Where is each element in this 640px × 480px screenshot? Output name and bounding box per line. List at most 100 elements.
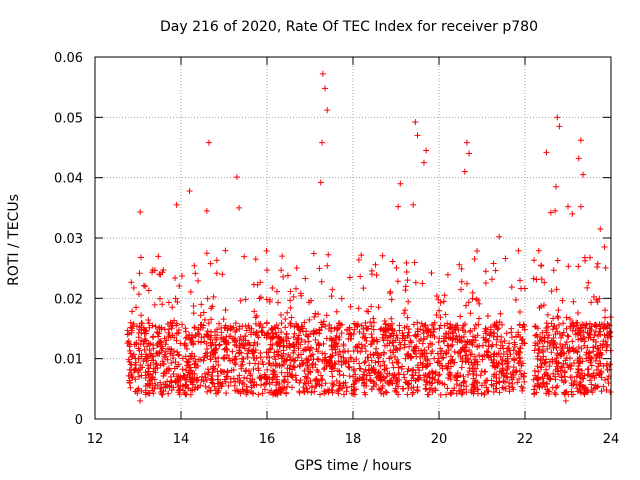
data-point — [363, 337, 370, 344]
data-point — [203, 207, 210, 214]
x-tick-label: 22 — [517, 432, 534, 447]
data-point — [473, 372, 480, 379]
x-tick-labels: 12 14 16 18 20 22 24 — [87, 432, 620, 447]
data-point — [328, 337, 335, 344]
data-point — [544, 380, 551, 387]
data-point — [142, 389, 149, 396]
data-point — [178, 272, 185, 279]
data-point — [389, 326, 395, 333]
data-point — [154, 329, 161, 336]
data-point — [378, 390, 385, 397]
data-point — [565, 364, 572, 371]
data-point — [272, 390, 279, 397]
y-tick-label: 0.04 — [54, 172, 83, 187]
data-point — [534, 325, 541, 332]
data-point — [432, 385, 439, 392]
data-point — [471, 365, 478, 372]
data-point — [593, 296, 600, 303]
data-point — [333, 340, 340, 347]
data-point — [459, 390, 466, 397]
data-point — [521, 370, 528, 377]
data-point — [601, 376, 608, 383]
data-point — [237, 377, 244, 384]
data-point — [362, 348, 369, 355]
data-point — [221, 354, 228, 361]
data-point — [145, 340, 152, 347]
data-point — [574, 319, 581, 326]
data-point — [601, 244, 608, 251]
data-point — [284, 356, 291, 363]
data-point — [586, 320, 593, 327]
data-point — [204, 331, 211, 338]
data-point — [565, 203, 571, 210]
data-point — [377, 386, 384, 393]
data-point — [363, 376, 370, 383]
data-point — [472, 337, 479, 344]
data-point — [215, 372, 222, 379]
data-point — [483, 377, 490, 384]
data-point — [360, 330, 367, 337]
data-point — [174, 363, 181, 370]
data-point — [404, 368, 411, 375]
data-point — [326, 321, 333, 328]
data-point — [293, 377, 300, 384]
data-point — [149, 322, 156, 329]
data-point — [241, 253, 248, 260]
data-point — [142, 335, 149, 342]
data-point — [287, 320, 294, 327]
data-point — [481, 389, 488, 396]
data-point — [290, 341, 297, 348]
data-point — [598, 388, 605, 395]
data-point — [362, 334, 369, 341]
data-point — [225, 382, 232, 389]
data-point — [297, 327, 304, 334]
data-point — [546, 376, 553, 383]
data-point — [278, 267, 285, 274]
data-point — [597, 325, 604, 332]
data-point — [251, 355, 258, 362]
data-point — [335, 358, 342, 365]
data-point — [238, 349, 245, 356]
data-point — [519, 385, 526, 392]
data-point — [488, 381, 495, 388]
data-point — [296, 379, 303, 386]
data-point — [588, 362, 595, 369]
data-point — [500, 345, 507, 352]
data-point — [466, 368, 473, 375]
data-point — [447, 323, 454, 330]
data-point — [396, 339, 403, 346]
data-point — [461, 168, 468, 175]
data-point — [177, 340, 184, 347]
data-point — [284, 383, 291, 390]
data-point — [400, 385, 407, 392]
data-point — [387, 288, 394, 295]
data-point — [430, 329, 437, 336]
data-point — [502, 357, 509, 364]
data-point — [366, 372, 373, 379]
data-point — [439, 365, 446, 372]
data-point — [440, 298, 447, 305]
data-point — [241, 342, 248, 349]
data-point — [445, 374, 452, 381]
data-point — [553, 355, 560, 362]
data-point — [466, 365, 473, 372]
data-point — [494, 363, 501, 370]
data-point — [259, 329, 266, 336]
data-point — [272, 356, 279, 363]
data-point — [557, 351, 564, 358]
data-point — [236, 337, 243, 344]
data-point — [280, 342, 287, 349]
data-point — [316, 391, 323, 398]
data-point — [362, 320, 369, 327]
data-point — [607, 389, 614, 396]
data-point — [405, 325, 412, 332]
data-point — [414, 132, 421, 139]
data-point — [429, 332, 436, 339]
data-point — [152, 323, 159, 330]
data-point — [387, 333, 394, 340]
data-point — [196, 331, 203, 338]
data-point — [290, 334, 297, 341]
data-point — [550, 315, 557, 322]
data-point — [298, 351, 305, 358]
